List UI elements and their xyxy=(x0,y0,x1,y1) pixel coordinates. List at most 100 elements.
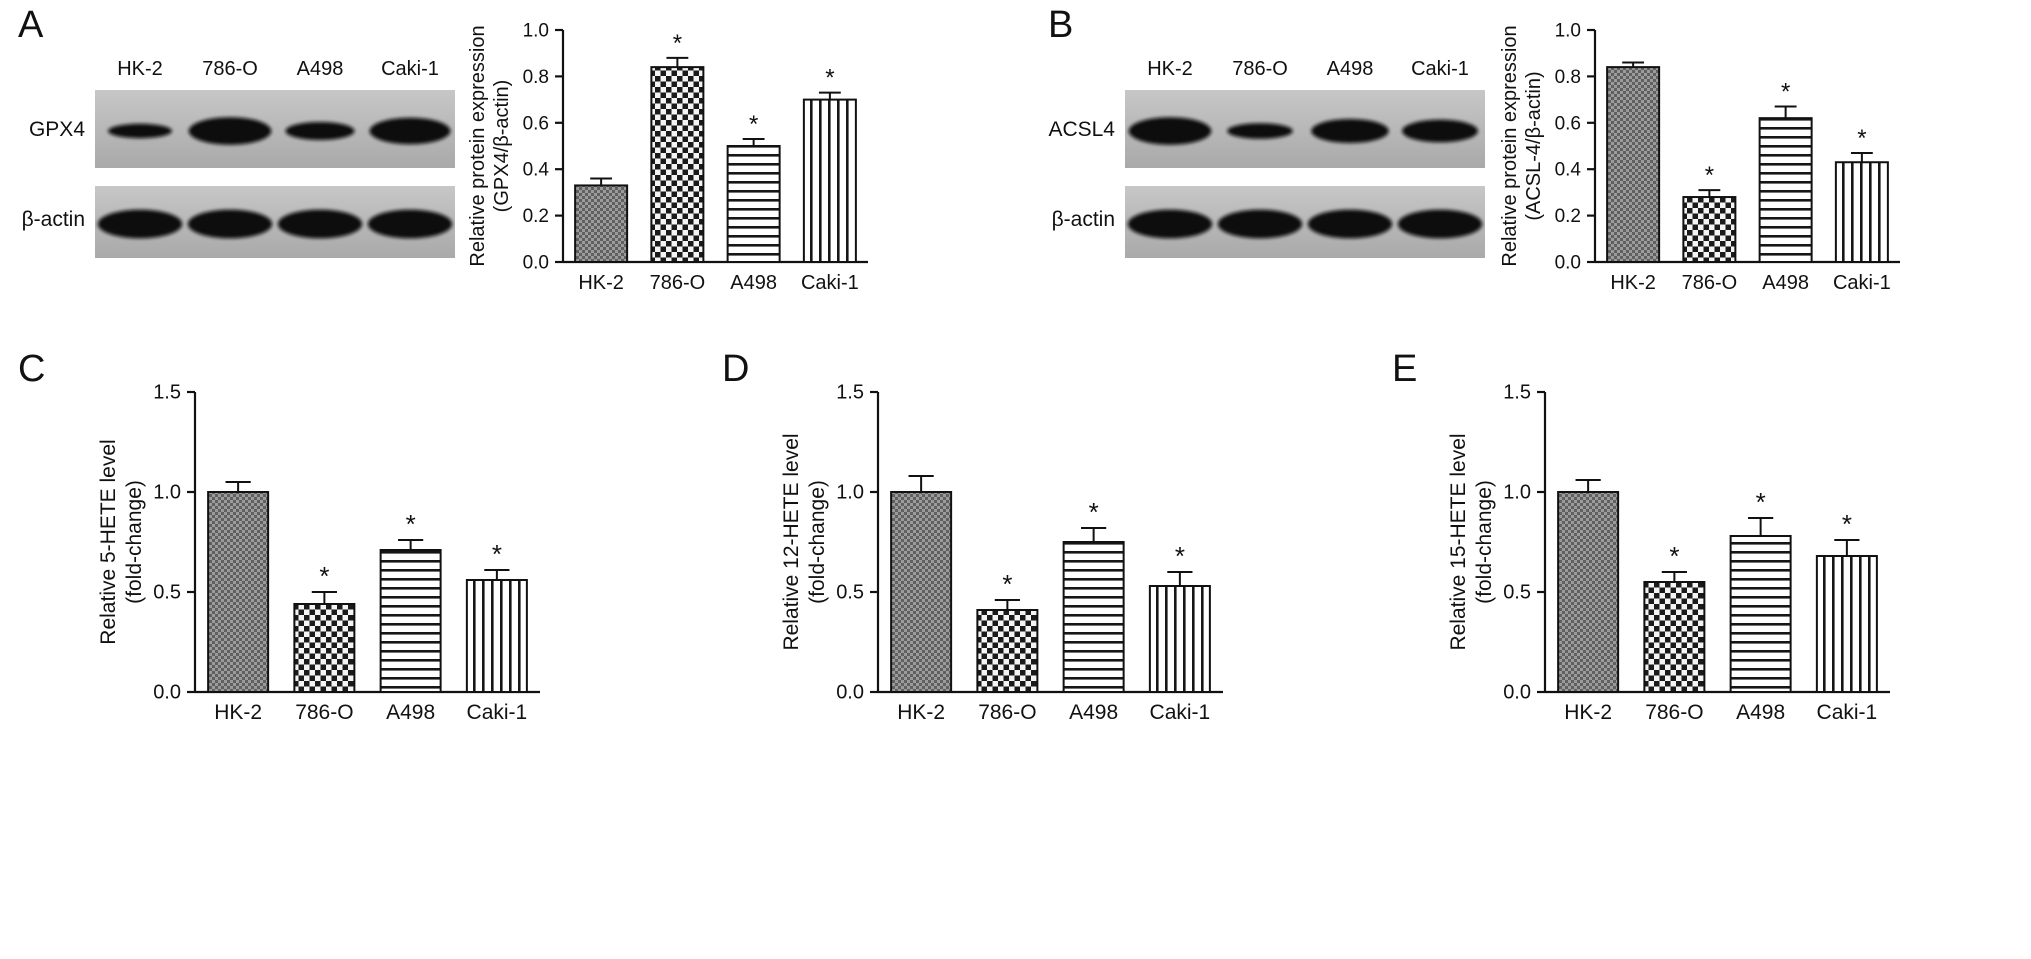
svg-text:(fold-change): (fold-change) xyxy=(1473,480,1496,604)
svg-text:HK-2: HK-2 xyxy=(1610,272,1656,294)
svg-text:Caki-1: Caki-1 xyxy=(1817,701,1878,724)
svg-text:0.0: 0.0 xyxy=(153,682,181,704)
svg-text:*: * xyxy=(492,539,502,569)
svg-text:Caki-1: Caki-1 xyxy=(801,272,859,294)
svg-text:1.5: 1.5 xyxy=(836,382,864,404)
svg-text:*: * xyxy=(1175,541,1185,571)
bar-chart-svg: 0.0 0.5 1.0 1.5 HK-2 * 786-O * A498 * Caki-1 Relati… xyxy=(1447,382,1890,724)
svg-text:1.0: 1.0 xyxy=(523,21,549,42)
svg-text:A498: A498 xyxy=(1736,701,1785,724)
svg-text:A498: A498 xyxy=(730,272,777,294)
lane-label: A498 xyxy=(1326,58,1374,80)
svg-text:0.0: 0.0 xyxy=(1503,682,1531,704)
svg-text:A498: A498 xyxy=(386,701,435,724)
bar-chart-svg: 0.0 0.5 1.0 1.5 HK-2 * 786-O * A498 * Caki-1 Relati… xyxy=(780,382,1223,724)
svg-text:A498: A498 xyxy=(1762,272,1809,294)
svg-text:HK-2: HK-2 xyxy=(578,272,624,294)
svg-text:(ACSL-4/β-actin): (ACSL-4/β-actin) xyxy=(1523,71,1545,220)
svg-text:A498: A498 xyxy=(1069,701,1118,724)
western-blot-gpx4 xyxy=(95,90,455,168)
svg-text:*: * xyxy=(1089,497,1099,527)
svg-text:*: * xyxy=(1781,79,1790,106)
svg-text:0.4: 0.4 xyxy=(1555,160,1582,181)
svg-text:0.5: 0.5 xyxy=(153,582,181,604)
blot-B-lane-labels: HK-2 786-O A498 Caki-1 xyxy=(1125,58,1485,81)
blot-row-label-bactin: β-actin xyxy=(1051,208,1115,231)
bar-chart-5hete: 0.0 0.5 1.0 1.5 HK-2 * 786-O * A498 * Caki-1 Relati… xyxy=(95,362,555,754)
western-blot-acsl4 xyxy=(1125,90,1485,168)
bar-chart-15hete: 0.0 0.5 1.0 1.5 HK-2 * 786-O * A498 * Caki-1 Relati… xyxy=(1445,362,1905,754)
svg-text:(GPX4/β-actin): (GPX4/β-actin) xyxy=(491,80,513,213)
lane-label: A498 xyxy=(296,58,344,80)
svg-text:*: * xyxy=(1705,162,1714,189)
panel-letter-B: B xyxy=(1048,4,1074,46)
svg-text:786-O: 786-O xyxy=(295,701,353,724)
svg-text:1.5: 1.5 xyxy=(1503,382,1531,404)
panel-letter-D: D xyxy=(722,348,750,390)
bar-chart-12hete: 0.0 0.5 1.0 1.5 HK-2 * 786-O * A498 * Caki-1 Relati… xyxy=(778,362,1238,754)
svg-text:786-O: 786-O xyxy=(978,701,1036,724)
svg-text:786-O: 786-O xyxy=(1682,272,1738,294)
svg-text:HK-2: HK-2 xyxy=(897,701,945,724)
lane-label: 786-O xyxy=(202,58,258,80)
bar-chart-gpx4: 0.0 0.2 0.4 0.6 0.8 1.0 HK-2 * 786-O * A498 * Caki-1… xyxy=(468,10,878,310)
svg-text:0.2: 0.2 xyxy=(1555,206,1581,227)
svg-text:0.6: 0.6 xyxy=(1555,113,1581,134)
svg-text:Relative protein expression: Relative protein expression xyxy=(468,25,489,266)
svg-text:0.5: 0.5 xyxy=(1503,582,1531,604)
svg-text:786-O: 786-O xyxy=(1645,701,1703,724)
svg-text:*: * xyxy=(1002,569,1012,599)
svg-text:Relative 15-HETE level: Relative 15-HETE level xyxy=(1447,433,1470,650)
svg-text:Caki-1: Caki-1 xyxy=(1150,701,1211,724)
svg-text:*: * xyxy=(1756,487,1766,517)
svg-text:0.0: 0.0 xyxy=(836,682,864,704)
bar-chart-acsl4: 0.0 0.2 0.4 0.6 0.8 1.0 HK-2 * 786-O * A498 * Caki-1… xyxy=(1500,10,1910,310)
svg-text:1.5: 1.5 xyxy=(153,382,181,404)
blot-row-label-gpx4: GPX4 xyxy=(28,118,85,141)
svg-text:*: * xyxy=(749,111,758,138)
panel-letter-E: E xyxy=(1392,348,1418,390)
svg-text:786-O: 786-O xyxy=(650,272,706,294)
bar-chart-svg: 0.0 0.2 0.4 0.6 0.8 1.0 HK-2 * 786-O * A498 * Caki-1… xyxy=(1500,21,1900,294)
svg-text:0.0: 0.0 xyxy=(523,253,549,274)
svg-text:0.0: 0.0 xyxy=(1555,253,1581,274)
svg-text:(fold-change): (fold-change) xyxy=(123,480,146,604)
lane-label: HK-2 xyxy=(1147,58,1193,80)
svg-text:Caki-1: Caki-1 xyxy=(467,701,528,724)
svg-text:1.0: 1.0 xyxy=(836,482,864,504)
svg-text:HK-2: HK-2 xyxy=(214,701,262,724)
svg-text:1.0: 1.0 xyxy=(1503,482,1531,504)
svg-text:*: * xyxy=(1669,541,1679,571)
lane-label: Caki-1 xyxy=(1411,58,1469,80)
svg-text:*: * xyxy=(825,65,834,92)
bar-chart-svg: 0.0 0.2 0.4 0.6 0.8 1.0 HK-2 * 786-O * A498 * Caki-1… xyxy=(468,21,868,294)
bar-chart-svg: 0.0 0.5 1.0 1.5 HK-2 * 786-O * A498 * Caki-1 Relati… xyxy=(97,382,540,724)
svg-text:0.6: 0.6 xyxy=(523,113,549,134)
panel-letter-A: A xyxy=(18,4,44,46)
lane-label: 786-O xyxy=(1232,58,1288,80)
blot-row-label-bactin: β-actin xyxy=(21,208,85,231)
svg-text:HK-2: HK-2 xyxy=(1564,701,1612,724)
svg-text:0.2: 0.2 xyxy=(523,206,549,227)
svg-text:Relative 12-HETE level: Relative 12-HETE level xyxy=(780,433,803,650)
lane-label: HK-2 xyxy=(117,58,163,80)
svg-text:*: * xyxy=(406,509,416,539)
svg-text:0.5: 0.5 xyxy=(836,582,864,604)
svg-text:Relative 5-HETE level: Relative 5-HETE level xyxy=(97,439,120,644)
svg-text:Caki-1: Caki-1 xyxy=(1833,272,1891,294)
svg-text:*: * xyxy=(1857,125,1866,152)
svg-text:*: * xyxy=(1842,509,1852,539)
panel-letter-C: C xyxy=(18,348,46,390)
blot-A-lane-labels: HK-2 786-O A498 Caki-1 xyxy=(95,58,455,81)
svg-text:*: * xyxy=(673,30,682,57)
svg-text:1.0: 1.0 xyxy=(153,482,181,504)
western-blot-bactin-B xyxy=(1125,186,1485,258)
blot-row-label-acsl4: ACSL4 xyxy=(1048,118,1115,141)
svg-text:0.4: 0.4 xyxy=(523,160,550,181)
svg-text:*: * xyxy=(319,561,329,591)
svg-text:1.0: 1.0 xyxy=(1555,21,1581,42)
svg-text:Relative protein expression: Relative protein expression xyxy=(1500,25,1521,266)
svg-text:0.8: 0.8 xyxy=(1555,67,1581,88)
lane-label: Caki-1 xyxy=(381,58,439,80)
